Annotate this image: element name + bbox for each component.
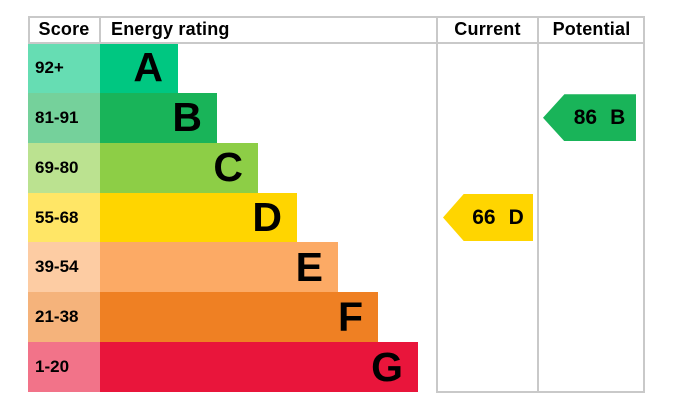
rating-table: Score Energy rating Current Potential 92… [28,16,645,393]
score-range-label: 39-54 [35,257,79,277]
score-cell: 81-91 [28,92,100,143]
band-letter: C [213,144,243,191]
rating-bar: F [100,292,378,343]
table-top-border [28,16,645,18]
rating-bar: B [100,92,217,143]
band-row-f: 21-38 F [28,292,645,343]
table-bottom-border [437,391,645,393]
potential-column-header: Potential [552,19,631,39]
band-letter: G [371,343,403,390]
header-left-border [28,16,30,43]
band-row-b: 81-91 B [28,92,645,143]
score-cell: 69-80 [28,142,100,193]
rating-bar: A [100,43,178,93]
band-letter: D [252,194,282,240]
current-rating-value: 66 [472,205,496,229]
rating-bar: C [100,142,258,193]
rating-bar: E [100,242,338,293]
score-cell: 55-68 [28,192,100,243]
score-range-label: 92+ [35,57,64,77]
score-column-header: Score [38,19,90,39]
band-letter: F [337,293,363,340]
band-letter: A [133,44,163,91]
score-range-label: 21-38 [35,307,79,327]
potential-rating-value: 86 [573,105,598,129]
band-row-c: 69-80 C [28,142,645,193]
band-row-g: 1-20 G [28,342,645,393]
potential-rating-arrow: 86 B [543,94,636,142]
band-letter: B [172,94,202,141]
potential-rating-band-letter: B [610,105,626,129]
score-range-label: 69-80 [35,157,79,177]
score-cell: 92+ [28,43,100,93]
band-rows: 92+ A 81-91 B 69-80 C 55-68 D 39-54 E 21… [28,43,645,393]
band-row-d: 55-68 D [28,192,645,243]
potential-column-divider [537,16,539,393]
band-row-a: 92+ A [28,43,645,93]
score-cell: 39-54 [28,242,100,293]
score-range-label: 81-91 [35,107,79,127]
table-right-border [643,16,645,393]
rating-bar: D [100,192,297,243]
band-letter: E [295,243,323,290]
current-column-divider [436,16,438,393]
current-rating-band-letter: D [508,205,524,229]
band-row-e: 39-54 E [28,242,645,293]
current-rating-arrow: 66 D [443,194,533,241]
energy-rating-column-header: Energy rating [111,19,230,39]
current-column-header: Current [454,19,521,39]
score-range-label: 55-68 [35,207,79,227]
score-column-divider [99,16,101,43]
score-range-label: 1-20 [35,357,70,377]
rating-bar: G [100,342,418,393]
score-cell: 1-20 [28,342,100,393]
score-cell: 21-38 [28,292,100,343]
header-divider [28,42,645,44]
